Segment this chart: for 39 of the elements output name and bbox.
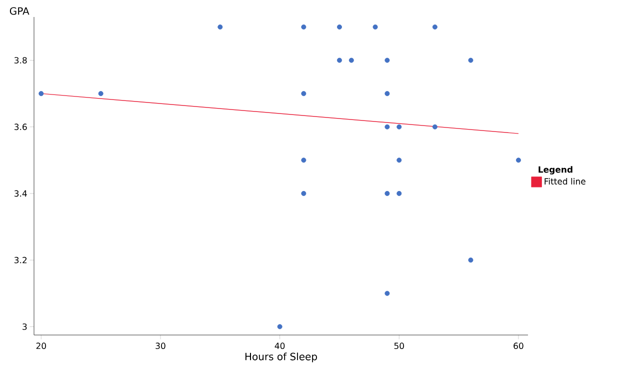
- legend-title: Legend: [538, 166, 572, 174]
- y-tick-label: 3.2: [14, 256, 27, 264]
- point: [384, 124, 390, 130]
- point: [396, 124, 402, 130]
- point: [516, 158, 521, 163]
- x-tick-label: 60: [514, 342, 524, 350]
- x-tick-label: 20: [36, 342, 46, 350]
- x-tick-label: 50: [394, 342, 404, 350]
- point: [432, 24, 438, 30]
- y-tick-label: 3.4: [14, 190, 27, 197]
- point: [396, 158, 402, 163]
- point: [98, 91, 104, 96]
- point: [301, 91, 306, 96]
- x-tick-label: 40: [274, 342, 285, 350]
- point: [301, 158, 306, 163]
- point: [301, 190, 306, 196]
- point: [372, 24, 378, 30]
- y-axis-title: GPA: [10, 7, 30, 15]
- point: [396, 190, 402, 196]
- point: [336, 24, 342, 30]
- point: [384, 91, 390, 96]
- point: [277, 324, 282, 330]
- point: [468, 58, 474, 63]
- x-axis-title: Hours of Sleep: [245, 352, 317, 362]
- point: [348, 58, 354, 63]
- legend-label: Fitted line: [544, 178, 586, 185]
- point: [432, 124, 438, 130]
- y-tick-label: 3.6: [14, 124, 27, 130]
- point: [384, 58, 390, 63]
- point: [38, 91, 44, 96]
- y-tick-label: 3: [22, 323, 27, 330]
- point: [468, 258, 474, 263]
- point: [384, 290, 390, 296]
- point: [336, 58, 342, 63]
- y-tick-label: 3.8: [14, 57, 27, 64]
- point: [301, 24, 306, 30]
- point: [384, 190, 390, 196]
- point: [218, 24, 223, 30]
- x-tick-label: 30: [156, 342, 166, 350]
